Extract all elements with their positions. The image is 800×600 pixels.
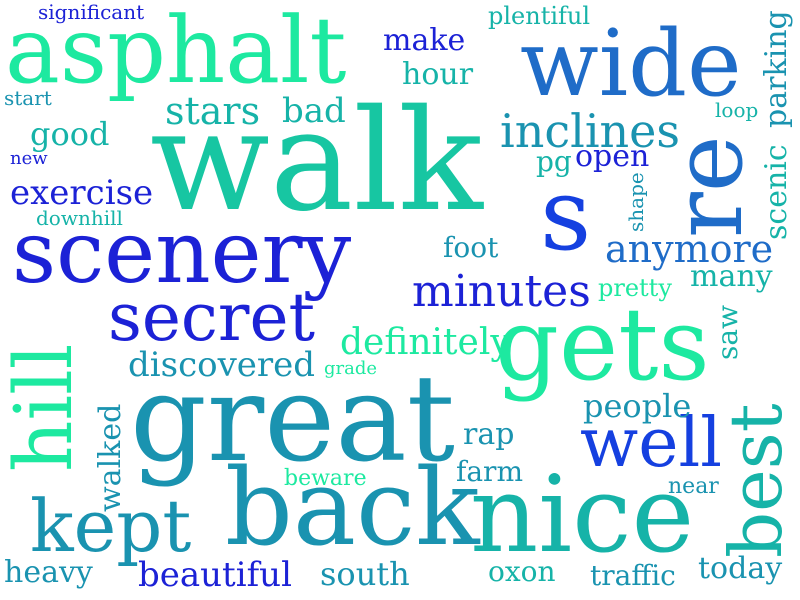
word-anymore: anymore — [605, 227, 774, 271]
word-saw: saw — [711, 304, 744, 360]
word-pg: pg — [536, 145, 572, 178]
word-discovered: discovered — [128, 345, 316, 385]
word-beautiful: beautiful — [138, 555, 292, 595]
word-bad: bad — [282, 91, 346, 131]
word-secret: secret — [108, 279, 316, 356]
word-s: s — [540, 156, 592, 273]
word-walked: walked — [93, 403, 128, 512]
word-today: today — [698, 551, 783, 586]
word-hill: hill — [0, 343, 90, 472]
word-near: near — [668, 474, 719, 499]
word-minutes: minutes — [412, 266, 591, 317]
word-best: best — [714, 403, 798, 558]
word-heavy: heavy — [4, 555, 93, 590]
word-scenery: scenery — [12, 203, 352, 303]
word-foot: foot — [443, 231, 499, 264]
word-gets: gets — [495, 286, 710, 403]
word-new: new — [10, 148, 48, 169]
word-hour: hour — [402, 57, 474, 92]
word-oxon: oxon — [488, 555, 556, 588]
word-downhill: downhill — [36, 206, 123, 230]
word-inclines: inclines — [500, 104, 680, 158]
word-great: great — [130, 350, 455, 489]
word-grade: grade — [324, 358, 378, 379]
word-traffic: traffic — [590, 559, 676, 592]
word-rap: rap — [463, 417, 515, 452]
word-definitely: definitely — [340, 322, 511, 363]
word-open: open — [575, 139, 650, 174]
word-asphalt: asphalt — [5, 0, 347, 104]
word-well: well — [580, 404, 722, 483]
word-parking: parking — [759, 10, 794, 128]
word-walk: walk — [150, 80, 483, 243]
word-loop: loop — [715, 98, 759, 122]
word-beware: beware — [284, 466, 367, 491]
word-kept: kept — [30, 484, 192, 568]
word-people: people — [583, 387, 692, 425]
word-stars: stars — [165, 89, 261, 133]
word-plentiful: plentiful — [488, 2, 591, 30]
word-significant: significant — [38, 0, 145, 24]
word-farm: farm — [456, 455, 523, 488]
word-south: south — [320, 555, 410, 593]
word-make: make — [383, 23, 466, 58]
word-start: start — [4, 86, 52, 110]
word-exercise: exercise — [10, 173, 154, 213]
word-scenic: scenic — [759, 144, 794, 240]
word-pretty: pretty — [598, 274, 672, 302]
word-shape: shape — [624, 172, 648, 232]
word-wide: wide — [520, 10, 742, 117]
word-nice: nice — [470, 453, 695, 576]
word-many: many — [690, 259, 773, 294]
word-good: good — [30, 115, 110, 153]
word-back: back — [225, 446, 480, 569]
